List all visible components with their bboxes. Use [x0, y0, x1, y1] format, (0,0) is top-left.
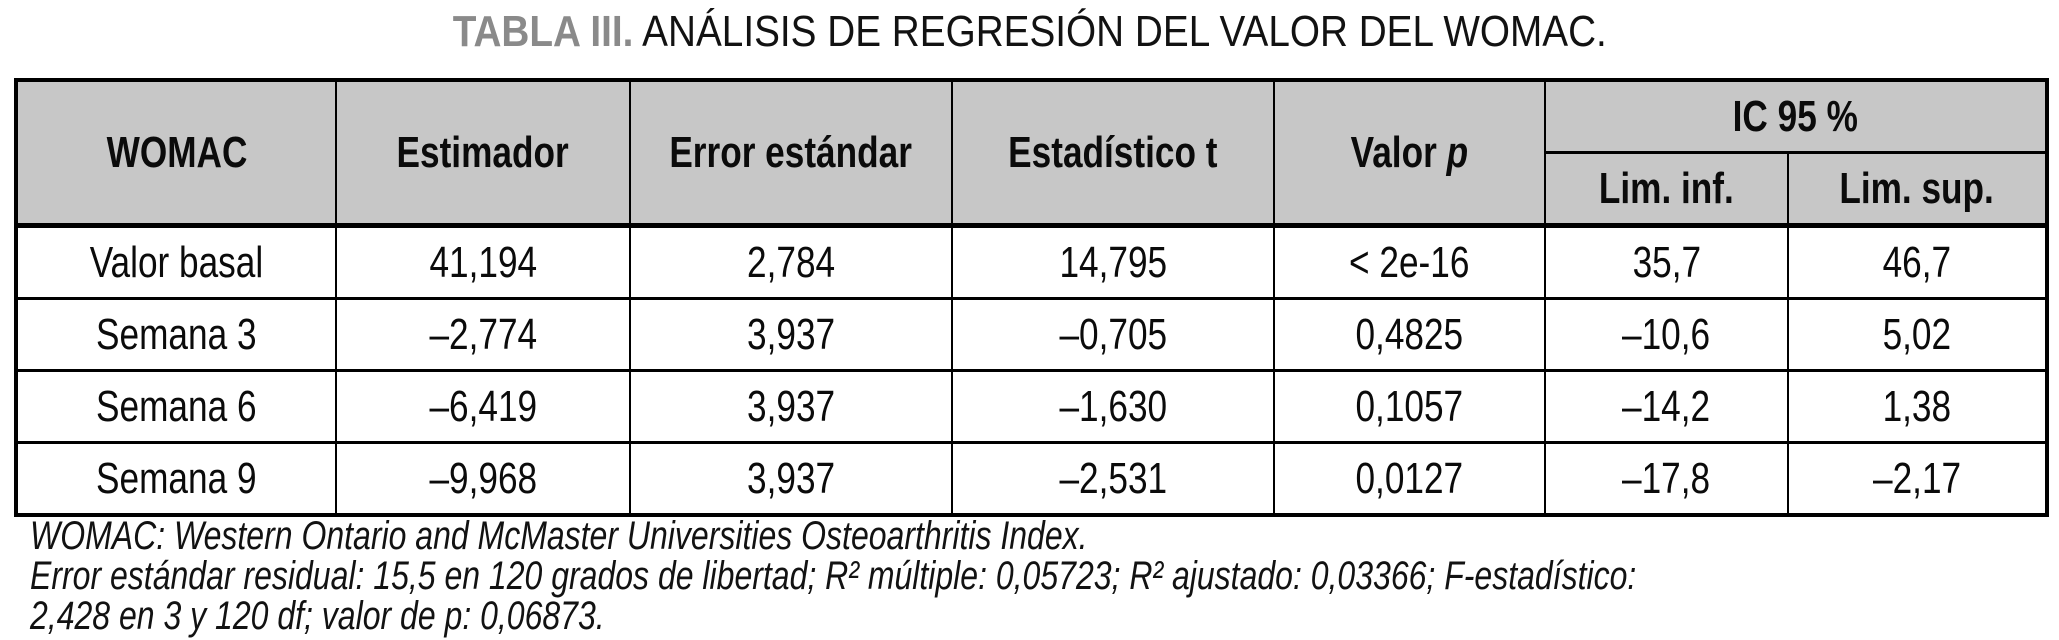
header-estadistico-t: Estadístico t — [951, 78, 1275, 227]
cell-error-estandar: 2,784 — [629, 223, 953, 300]
header-ic95: IC 95 % — [1543, 78, 2049, 154]
header-womac: WOMAC — [15, 78, 337, 227]
table-header: WOMAC Estimador Error estándar Estadísti… — [15, 78, 2049, 227]
cell-estadistico-t: –2,531 — [951, 441, 1275, 517]
cell-lim-sup: –2,17 — [1786, 441, 2049, 517]
header-valor-p: Valor p — [1273, 78, 1546, 227]
cell-valor-p: 0,4825 — [1273, 297, 1546, 372]
table-caption-text: ANÁLISIS DE REGRESIÓN DEL VALOR DEL WOMA… — [641, 7, 1607, 56]
cell-valor-p: 0,1057 — [1273, 369, 1546, 444]
cell-lim-inf: –17,8 — [1544, 441, 1789, 517]
cell-valor-p: 0,0127 — [1273, 441, 1546, 517]
cell-lim-sup: 1,38 — [1786, 369, 2049, 444]
cell-lim-inf: –10,6 — [1544, 297, 1789, 372]
cell-estimador: –6,419 — [335, 369, 631, 444]
footnotes: WOMAC: Western Ontario and McMaster Univ… — [30, 516, 2030, 636]
cell-estimador: 41,194 — [335, 223, 631, 300]
cell-estimador: –9,968 — [335, 441, 631, 517]
header-row-sub: Lim. inf. Lim. sup. — [16, 151, 2049, 227]
table-row-valor-basal: Valor basal 41,194 2,784 14,795 < 2e-16 … — [15, 223, 2049, 300]
cell-womac: Semana 6 — [15, 369, 337, 444]
cell-lim-sup: 5,02 — [1786, 297, 2049, 372]
cell-error-estandar: 3,937 — [629, 441, 953, 517]
header-row-main: WOMAC Estimador Error estándar Estadísti… — [15, 78, 2049, 227]
header-lim-sup: Lim. sup. — [1786, 151, 2049, 227]
table-caption-inner: TABLA III. ANÁLISIS DE REGRESIÓN DEL VALO… — [452, 6, 1606, 58]
header-error-estandar: Error estándar — [629, 78, 953, 227]
footnote-womac-definition: WOMAC: Western Ontario and McMaster Univ… — [30, 514, 1088, 558]
cell-estimador: –2,774 — [335, 297, 631, 372]
cell-lim-inf: 35,7 — [1544, 223, 1789, 300]
table-body: Valor basal 41,194 2,784 14,795 < 2e-16 … — [15, 223, 2049, 517]
cell-lim-sup: 46,7 — [1786, 223, 2049, 300]
footnote-f-statistic: 2,428 en 3 y 120 df; valor de p: 0,06873… — [30, 594, 605, 638]
table-caption-number: TABLA III. — [452, 7, 634, 56]
cell-valor-p: < 2e-16 — [1273, 223, 1546, 300]
table-row-semana-3: Semana 3 –2,774 3,937 –0,705 0,4825 –10,… — [15, 297, 2049, 372]
table-row-semana-6: Semana 6 –6,419 3,937 –1,630 0,1057 –14,… — [15, 369, 2049, 444]
table-caption: TABLA III. ANÁLISIS DE REGRESIÓN DEL VALO… — [0, 6, 2059, 58]
cell-estadistico-t: –0,705 — [951, 297, 1275, 372]
cell-lim-inf: –14,2 — [1544, 369, 1789, 444]
header-estimador: Estimador — [335, 78, 631, 227]
cell-womac: Valor basal — [15, 223, 337, 300]
cell-error-estandar: 3,937 — [629, 297, 953, 372]
cell-womac: Semana 3 — [15, 297, 337, 372]
table-row-semana-9: Semana 9 –9,968 3,937 –2,531 0,0127 –17,… — [15, 441, 2049, 517]
cell-error-estandar: 3,937 — [629, 369, 953, 444]
cell-estadistico-t: 14,795 — [951, 223, 1275, 300]
header-lim-inf: Lim. inf. — [1544, 151, 1789, 227]
regression-table: WOMAC Estimador Error estándar Estadísti… — [14, 78, 2050, 517]
footnote-residual-stats: Error estándar residual: 15,5 en 120 gra… — [30, 554, 1637, 598]
cell-womac: Semana 9 — [15, 441, 337, 517]
cell-estadistico-t: –1,630 — [951, 369, 1275, 444]
